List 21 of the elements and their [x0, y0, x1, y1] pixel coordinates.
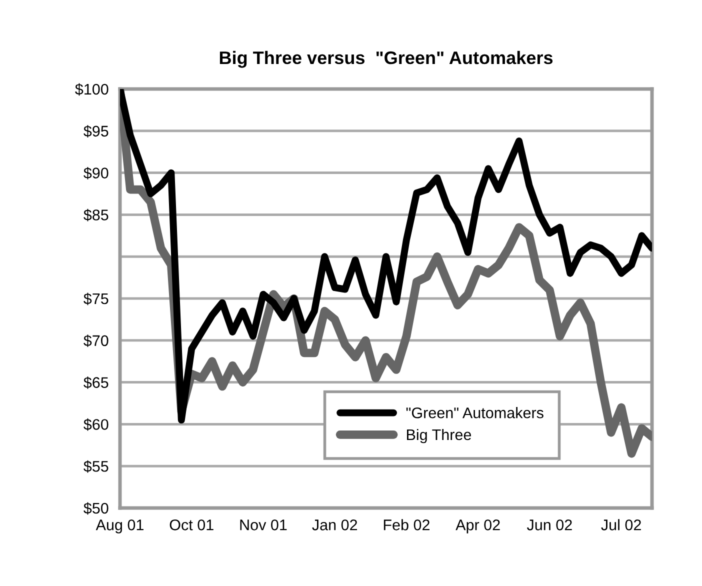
y-tick-label: $75 [84, 292, 108, 306]
y-tick-label: $100 [75, 83, 108, 96]
x-tick-label: Jun 02 [527, 520, 572, 530]
x-tick-label: Feb 02 [384, 519, 430, 530]
x-tick-label: Jul 02 [601, 519, 641, 530]
x-tick-label: Oct 01 [170, 520, 214, 530]
y-tick-label: $90 [84, 167, 108, 180]
y-tick-label: $85 [84, 208, 108, 222]
y-tick-label: $50 [84, 502, 108, 515]
y-tick-label: $65 [84, 376, 108, 389]
x-tick-label: Jan 02 [312, 520, 358, 530]
legend-label: Big Three [407, 428, 472, 444]
x-tick-label: Nov 01 [240, 520, 287, 530]
chart-title: Big Three versus "Green" Automakers [220, 50, 553, 68]
legend-label: "Green" Automakers [406, 407, 544, 418]
x-tick-label: Aug 01 [96, 520, 144, 534]
y-tick-label: $95 [84, 125, 108, 138]
y-tick-label: $70 [84, 334, 108, 347]
y-tick-label: $60 [84, 418, 108, 431]
y-tick-label: $55 [84, 460, 108, 473]
x-tick-label: Apr 02 [456, 520, 500, 534]
